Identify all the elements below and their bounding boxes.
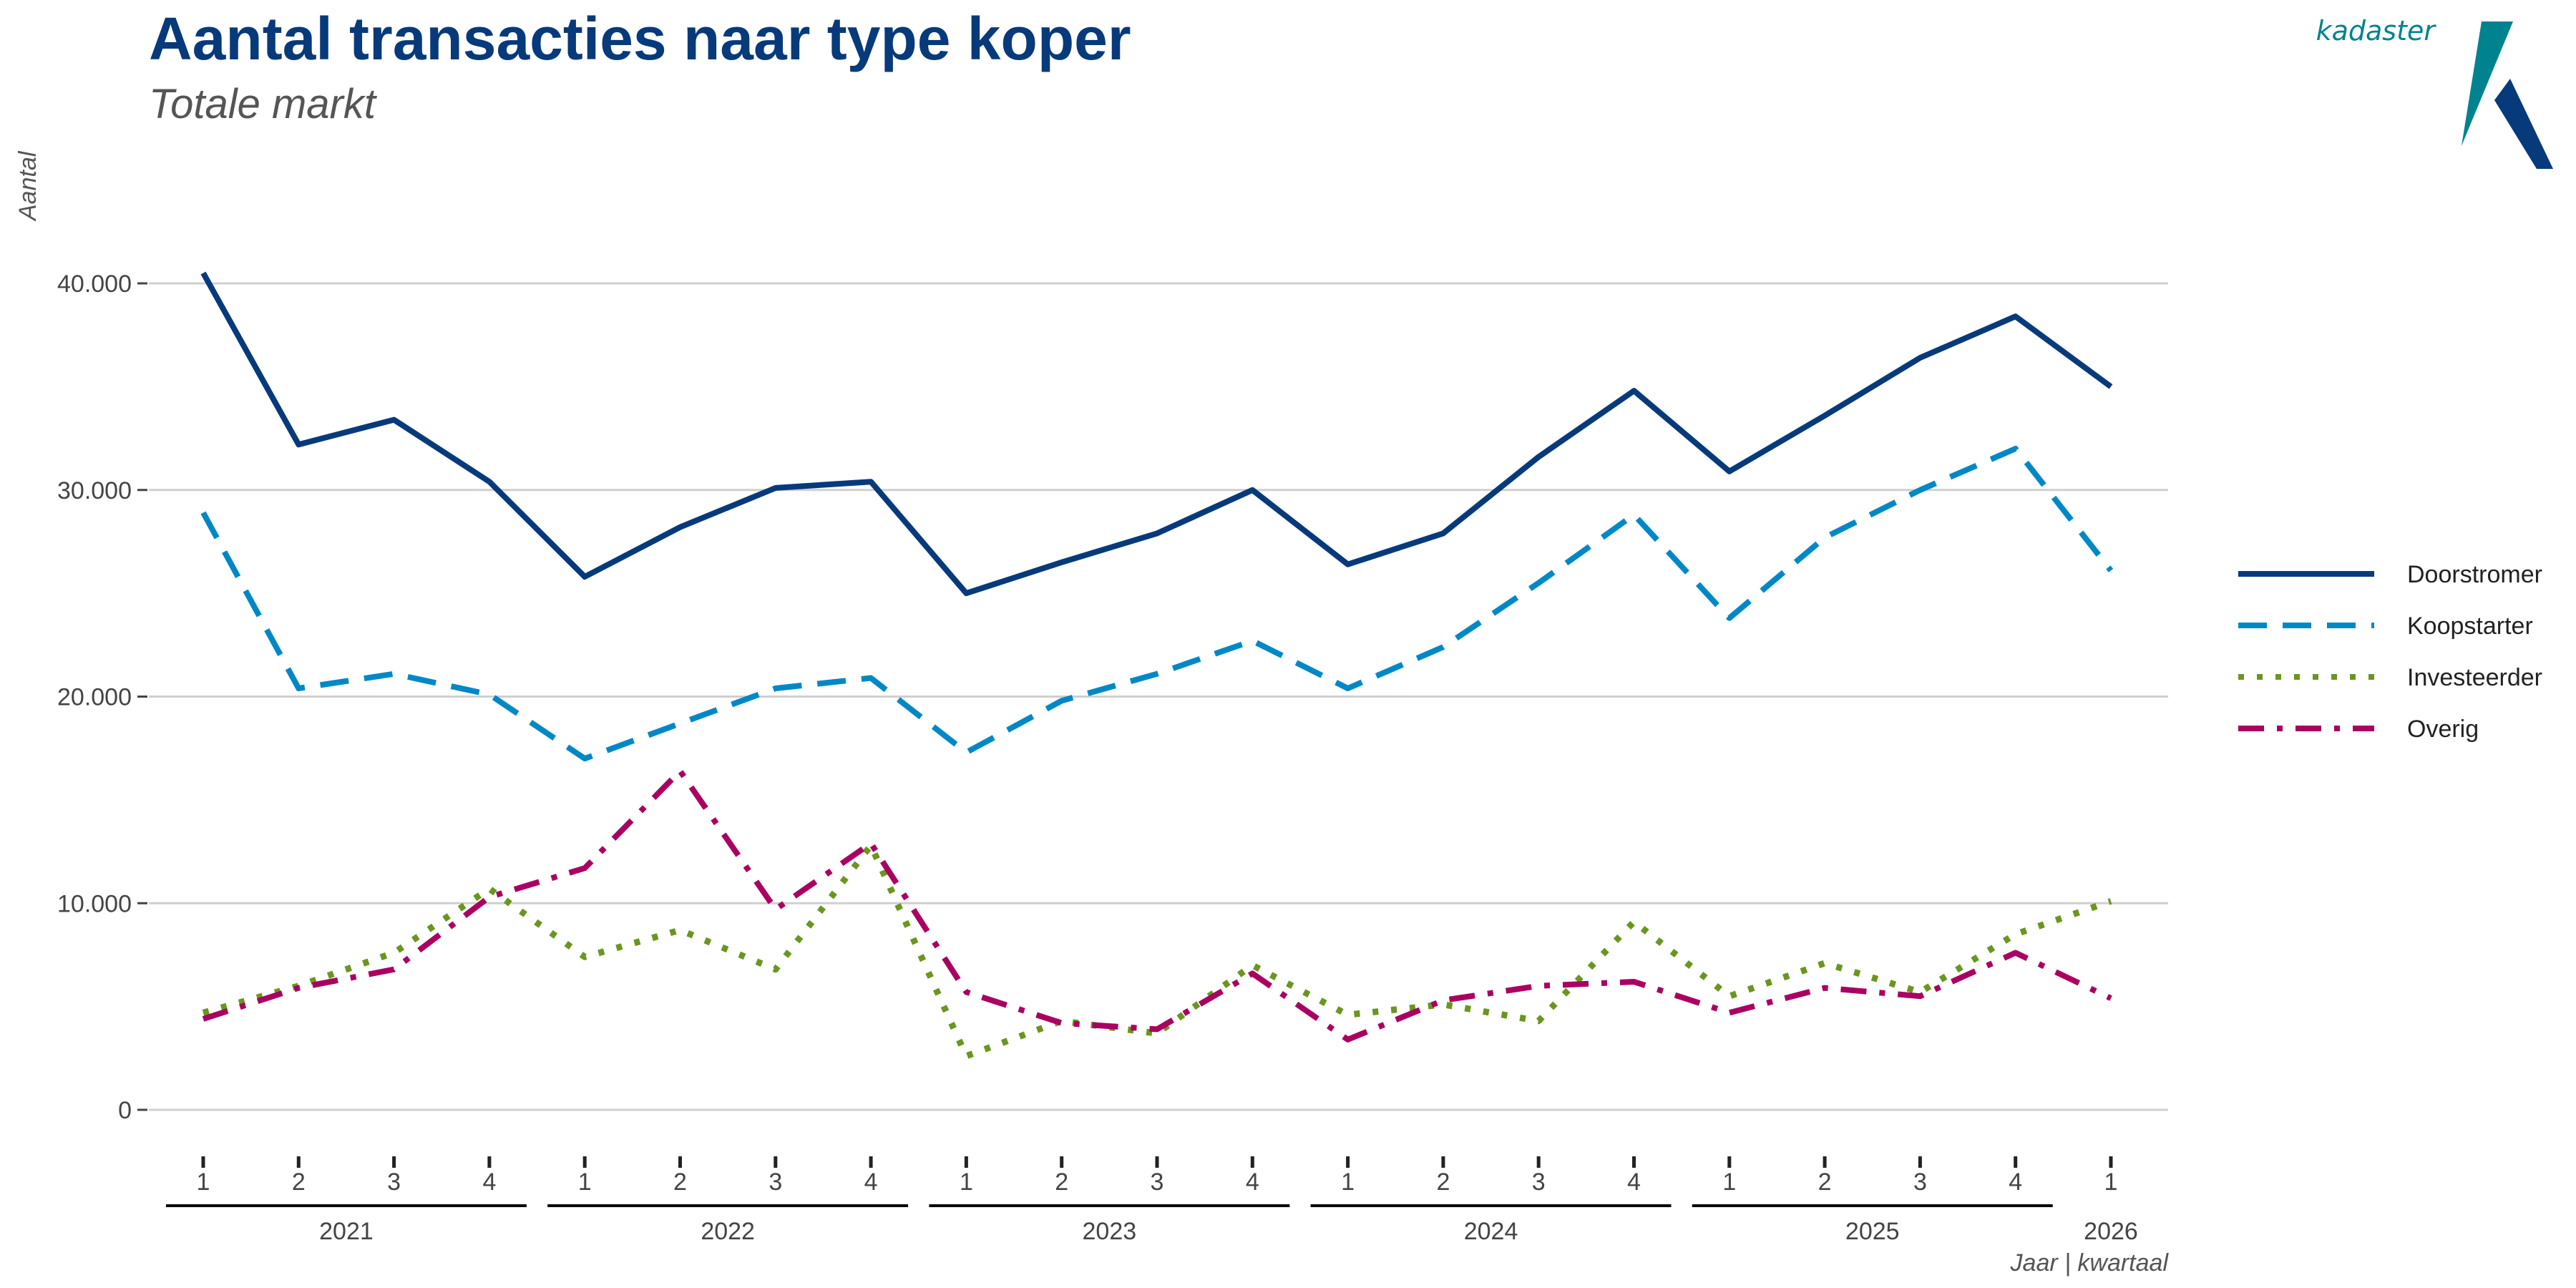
y-tick-label: 20.000 xyxy=(57,684,132,711)
series-line-investeerder xyxy=(202,841,2112,1060)
chart-subtitle: Totale markt xyxy=(149,81,376,127)
series-line-overig xyxy=(202,768,2112,1043)
x-tick-label: 3 xyxy=(769,1169,782,1196)
series-line-doorstromer xyxy=(200,271,2113,597)
legend: Doorstromer Koopstarter Investeerder Overig xyxy=(2238,561,2542,743)
series-lines xyxy=(200,271,2114,1060)
x-axis: 1 2 3 4 1 2 3 4 1 2 3 4 1 2 3 4 1 2 3 4 1 2021 2022 2023 2024 202… xyxy=(166,1156,2138,1245)
x-tick-label: 4 xyxy=(2009,1169,2022,1196)
x-tick-label: 2 xyxy=(1436,1169,1450,1196)
x-tick-label: 1 xyxy=(578,1169,592,1196)
x-tick-label: 3 xyxy=(387,1169,401,1196)
x-tick-label: 2 xyxy=(1818,1169,1832,1196)
kadaster-logo-text: kadaster xyxy=(2316,15,2437,47)
x-tick-label: 1 xyxy=(1341,1169,1355,1196)
x-axis-title: Jaar | kwartaal xyxy=(2010,1249,2170,1277)
x-tick-label: 3 xyxy=(1532,1169,1546,1196)
kadaster-logo-icon: kadaster xyxy=(2316,15,2553,169)
legend-label: Investeerder xyxy=(2407,664,2542,691)
series-line-koopstarter xyxy=(200,446,2114,762)
y-axis-title: Aantal xyxy=(14,150,42,222)
x-tick-label: 1 xyxy=(2104,1169,2118,1196)
x-tick-label: 3 xyxy=(1913,1169,1927,1196)
year-label: 2023 xyxy=(1083,1218,1137,1245)
x-tick-label: 1 xyxy=(960,1169,973,1196)
logo-navy-stroke xyxy=(2494,79,2553,169)
x-tick-label: 4 xyxy=(1627,1169,1641,1196)
x-tick-label: 1 xyxy=(1722,1169,1736,1196)
y-tick-label: 10.000 xyxy=(57,890,132,917)
year-label: 2026 xyxy=(2084,1218,2138,1245)
x-tick-label: 4 xyxy=(482,1169,496,1196)
x-tick-label: 1 xyxy=(197,1169,210,1196)
year-label: 2022 xyxy=(701,1218,755,1245)
x-tick-label: 4 xyxy=(1246,1169,1259,1196)
x-tick-label: 3 xyxy=(1151,1169,1164,1196)
year-label: 2024 xyxy=(1464,1218,1518,1245)
y-tick-label: 40.000 xyxy=(57,270,132,298)
year-label: 2021 xyxy=(319,1218,374,1245)
logo-teal-stroke xyxy=(2462,21,2513,146)
x-tick-label: 4 xyxy=(864,1169,878,1196)
chart-title: Aantal transacties naar type koper xyxy=(149,5,1131,72)
legend-label: Koopstarter xyxy=(2407,613,2533,640)
x-tick-label: 2 xyxy=(673,1169,687,1196)
year-label: 2025 xyxy=(1845,1218,1900,1245)
legend-label: Doorstromer xyxy=(2407,561,2542,588)
x-tick-label: 2 xyxy=(1055,1169,1068,1196)
y-tick-label: 0 xyxy=(118,1097,132,1124)
legend-label: Overig xyxy=(2407,716,2479,743)
gridlines xyxy=(149,282,2168,1111)
y-tick-label: 30.000 xyxy=(57,477,132,504)
x-tick-label: 2 xyxy=(292,1169,306,1196)
y-axis: 0 10.000 20.000 30.000 40.000 xyxy=(57,270,147,1124)
